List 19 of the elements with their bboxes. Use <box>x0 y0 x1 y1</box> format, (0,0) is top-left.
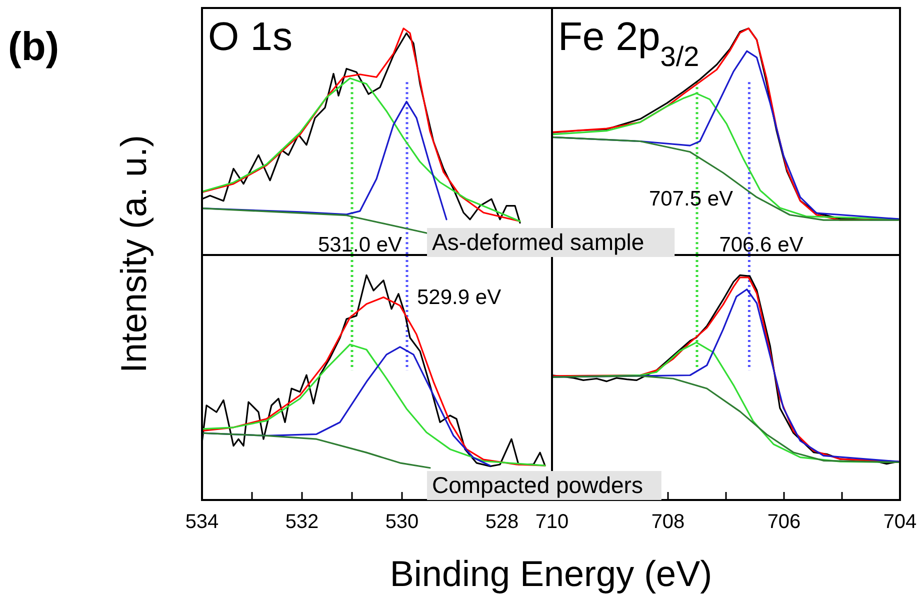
x-tick-label: 708 <box>651 511 685 533</box>
ref-line-label: 706.6 eV <box>719 233 804 256</box>
text: (b) <box>8 25 60 69</box>
annotation: As-deformed sample <box>432 229 644 255</box>
x-tick-label: 532 <box>285 511 319 533</box>
annotation: Compacted powders <box>432 472 643 498</box>
y-axis-title: Intensity (a. u.) <box>113 134 154 374</box>
chart-title: Fe 2p$_{3/2}$ <box>558 15 700 72</box>
x-axis-title: Binding Energy (eV) <box>390 553 712 594</box>
x-tick-label: 530 <box>385 511 419 533</box>
x-tick-label: 534 <box>185 511 219 533</box>
x-tick-label: 704 <box>883 511 917 533</box>
x-tick-label: 706 <box>767 511 801 533</box>
x-tick-label: 528 <box>485 511 519 533</box>
chart-title: O 1s <box>208 15 292 59</box>
ref-line-label: 707.5 eV <box>648 188 734 211</box>
ref-line-label: 529.9 eV <box>417 286 502 309</box>
ref-line-label: 531.0 eV <box>318 233 402 256</box>
x-tick-label: 710 <box>535 511 569 533</box>
